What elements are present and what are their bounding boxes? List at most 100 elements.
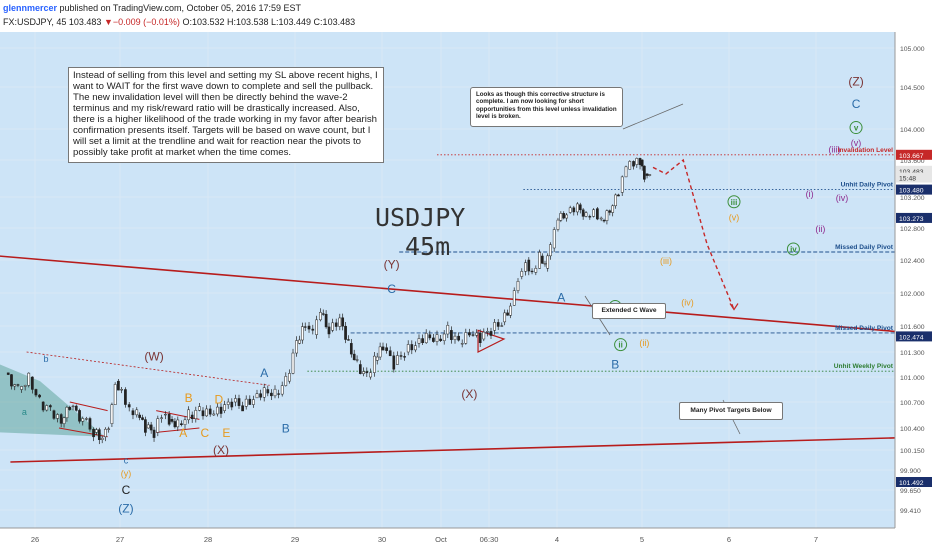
candle-body [52, 410, 56, 419]
price-tick-label: 102.800 [900, 226, 925, 233]
trendline [10, 436, 932, 463]
candle-body [596, 208, 599, 220]
candle-body [645, 173, 649, 176]
wave-label: iv [790, 245, 797, 254]
pivot-levels: Invalidation Level Unhit Daily Pivot Misse… [307, 147, 895, 372]
candle-body [576, 203, 579, 213]
wave-label: ii [618, 341, 622, 350]
time-tick-label: Oct [435, 535, 448, 544]
wave-label: (Z) [118, 502, 133, 516]
projection-arrowhead [729, 303, 739, 311]
candle-body [442, 333, 446, 341]
candle-body [110, 404, 114, 424]
candle-body [341, 317, 345, 327]
wave-label: (iv) [681, 297, 694, 307]
candle-body [20, 386, 23, 390]
price-badge-label: 15:48 [899, 176, 916, 183]
price-badge [896, 149, 932, 160]
candle-body [578, 204, 582, 211]
publish-line: glennmercer published on TradingView.com… [3, 3, 301, 13]
wave-label: E [222, 426, 230, 440]
candle-body [509, 305, 512, 316]
candle-body [113, 384, 117, 405]
candle-body [244, 398, 248, 407]
candle-body [592, 209, 595, 217]
price-badge-label: 103.483 [899, 169, 924, 176]
candle-body [16, 384, 20, 386]
candle-body [321, 313, 325, 315]
price-tick-label: 99.410 [900, 508, 921, 515]
price-badge-label: 102.474 [899, 334, 924, 341]
candle-body [176, 419, 180, 428]
candle-body [428, 334, 432, 339]
candle-body [375, 356, 379, 361]
candle-body [632, 161, 635, 167]
author-link[interactable]: glennmercer [3, 3, 58, 13]
candle-body [540, 255, 544, 264]
wave-label: C [852, 97, 861, 111]
candle-body [255, 393, 259, 399]
candle-body [127, 404, 131, 408]
candle-body [506, 312, 509, 316]
candle-body [549, 244, 552, 257]
price-tick-label: 105.000 [900, 46, 925, 53]
candle-body [388, 350, 392, 357]
candle-body [23, 385, 27, 387]
candle-body [230, 401, 234, 408]
wave-label: (iii) [660, 256, 672, 266]
candle-body [500, 325, 504, 327]
wave-label: C [387, 282, 396, 296]
candle-body [180, 423, 183, 425]
candle-body [453, 335, 457, 340]
candle-body [252, 399, 255, 405]
wave-label: a [22, 407, 27, 417]
candle-body [173, 421, 177, 428]
price-badge-label: 101.492 [899, 480, 924, 487]
candle-body [212, 413, 216, 416]
candle-body [27, 372, 31, 386]
candle-body [534, 268, 538, 273]
candle-body [581, 209, 585, 217]
price-chart[interactable]: Invalidation Level Unhit Daily Pivot Misse… [0, 32, 932, 550]
candle-body [403, 356, 406, 358]
candle-body [288, 373, 291, 382]
channel-line-dotted [26, 351, 270, 386]
time-axis[interactable]: 26 27 28 29 30 Oct 06:30 4 5 6 7 [0, 527, 932, 550]
candle-body [599, 217, 603, 220]
candle-body [74, 405, 78, 411]
candle-body [352, 353, 356, 361]
candle-body [624, 166, 628, 178]
candle-body [280, 385, 284, 395]
candle-body [424, 332, 428, 343]
candle-body [201, 410, 205, 417]
candle-body [266, 389, 270, 394]
wave-label: C [200, 426, 209, 440]
wave-label: C [122, 483, 131, 497]
candle-body [385, 347, 388, 351]
candle-body [450, 330, 453, 340]
projection-line [652, 158, 735, 310]
candle-body [530, 270, 534, 273]
candle-body [471, 334, 475, 336]
candle-body [131, 410, 135, 416]
candle-body [107, 428, 111, 430]
candle-body [183, 419, 187, 425]
wave-label: A [557, 290, 565, 304]
candle-body [435, 334, 439, 342]
candle-body [349, 343, 353, 355]
price-badge [896, 331, 932, 342]
price-axis[interactable]: 105.000 104.500 104.000 103.600 103.200 102.8… [894, 32, 932, 550]
candle-body [298, 339, 301, 344]
candle-body [503, 312, 507, 323]
wave-label: B [282, 421, 290, 435]
wave-label: v [854, 124, 859, 133]
candle-body [614, 194, 617, 207]
wave-label: B [185, 391, 193, 405]
wave-label: (ii) [815, 224, 825, 234]
candle-body [38, 394, 41, 398]
price-tick-label: 104.500 [900, 85, 925, 92]
pointer-line [622, 103, 684, 130]
candle-body [648, 174, 652, 176]
candle-body [358, 364, 362, 374]
time-tick-label: 4 [555, 535, 559, 544]
